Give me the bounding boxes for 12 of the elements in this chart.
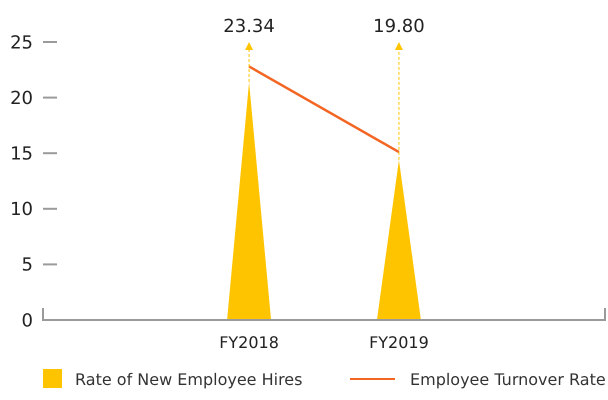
- y-tick-label: 20: [10, 88, 33, 109]
- annotation: 19.80: [373, 16, 425, 37]
- legend-label: Employee Turnover Rate: [410, 370, 606, 389]
- annotation: 23.34: [223, 16, 275, 37]
- y-tick-label: 0: [22, 310, 33, 332]
- x-tick-label: FY2019: [369, 333, 429, 352]
- y-tick-label: 10: [10, 199, 33, 220]
- legend-label: Rate of New Employee Hires: [75, 370, 302, 389]
- y-tick-label: 15: [10, 144, 33, 164]
- y-tick-label: 25: [10, 32, 33, 54]
- x-tick-label: FY2018: [219, 333, 279, 352]
- y-tick-label: 5: [22, 254, 33, 276]
